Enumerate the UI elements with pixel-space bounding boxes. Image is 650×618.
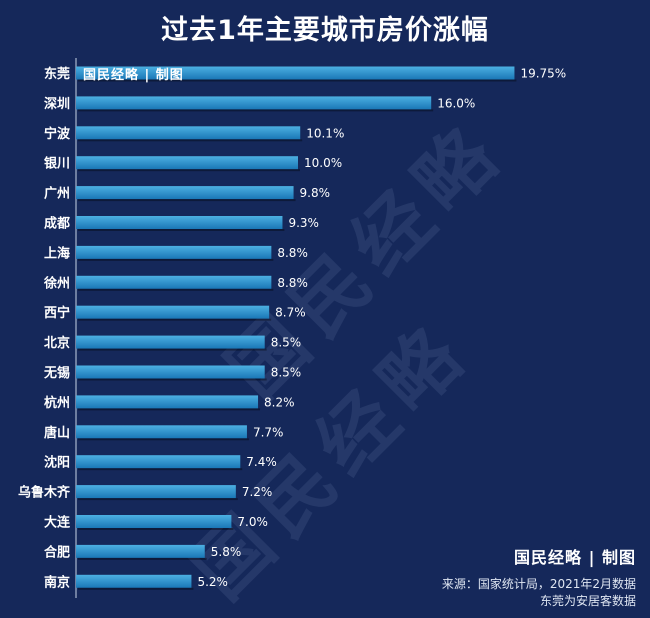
data-label: 8.8% [277,276,308,290]
brand-logo: 国民经略 | 制图 [514,548,636,567]
category-label: 合肥 [44,544,70,560]
category-label: 沈阳 [44,455,70,471]
bar [76,126,301,140]
source-line-2: 东莞为安居客数据 [539,594,636,608]
category-label: 东莞 [44,66,70,82]
category-label: 大连 [44,515,71,531]
category-label: 唐山 [44,425,70,441]
data-label: 5.2% [197,575,228,589]
bar-shadow [78,229,285,231]
category-label: 广州 [44,186,70,202]
bar [76,544,205,558]
category-label: 无锡 [43,365,70,381]
category-label: 西宁 [44,305,70,321]
bar-shadow [78,318,272,321]
bar [76,485,236,499]
bar-shadow [78,528,234,530]
bar [76,96,432,110]
bar-shadow [78,348,267,351]
bar-shadow [78,438,249,441]
bar [76,245,272,259]
bar-shadow [78,587,194,590]
bar-shadow [78,258,274,261]
data-label: 8.7% [275,306,306,320]
data-label: 7.0% [237,515,268,529]
data-label: 19.75% [520,67,566,81]
category-label: 乌鲁木齐 [18,485,71,501]
bar [76,66,515,80]
data-label: 8.2% [264,395,295,409]
bar-shadow [78,378,267,381]
data-label: 16.0% [437,96,475,110]
bar [76,275,272,289]
category-label: 杭州 [44,395,70,411]
category-label: 成都 [44,216,70,232]
category-label: 徐州 [43,275,70,291]
bar [76,305,270,319]
source-line-1: 来源：国家统计局，2021年2月数据 [441,577,636,591]
bar-shadow [78,169,300,172]
bar-shadow [78,79,517,82]
bar [76,574,192,588]
bar [76,455,241,469]
banner-logo: 国民经略 | 制图 [83,68,184,83]
bar-shadow [78,109,434,112]
data-label: 7.7% [253,425,284,439]
bar-shadow [78,199,296,202]
bar-shadow [78,498,238,501]
bar-shadow [78,468,243,471]
bar-shadow [78,408,261,411]
data-label: 7.2% [242,485,273,499]
bar [76,186,294,200]
bar [76,425,247,439]
category-label: 南京 [44,574,70,590]
data-label: 5.8% [211,545,242,559]
category-label: 深圳 [44,96,70,112]
bar [76,395,259,409]
category-label: 上海 [44,245,70,261]
category-label: 宁波 [44,126,71,142]
category-label: 北京 [44,335,70,351]
source-note: 来源：国家统计局，2021年2月数据 东莞为安居客数据 [442,576,636,610]
data-label: 10.1% [306,126,344,140]
data-label: 8.5% [271,336,302,350]
data-label: 8.5% [271,366,302,380]
bar-shadow [78,557,207,560]
bar [76,216,283,229]
bar [76,156,298,170]
data-label: 9.3% [288,216,319,230]
data-label: 9.8% [300,186,331,200]
chart-title: 过去1年主要城市房价涨幅 [161,15,489,46]
bar-shadow [78,139,303,142]
data-label: 8.8% [277,246,308,260]
bar [76,365,265,379]
bar [76,515,232,528]
category-label: 银川 [44,156,70,172]
bar [76,335,265,349]
bar-shadow [78,288,274,291]
data-label: 7.4% [246,455,277,469]
data-label: 10.0% [304,156,342,170]
